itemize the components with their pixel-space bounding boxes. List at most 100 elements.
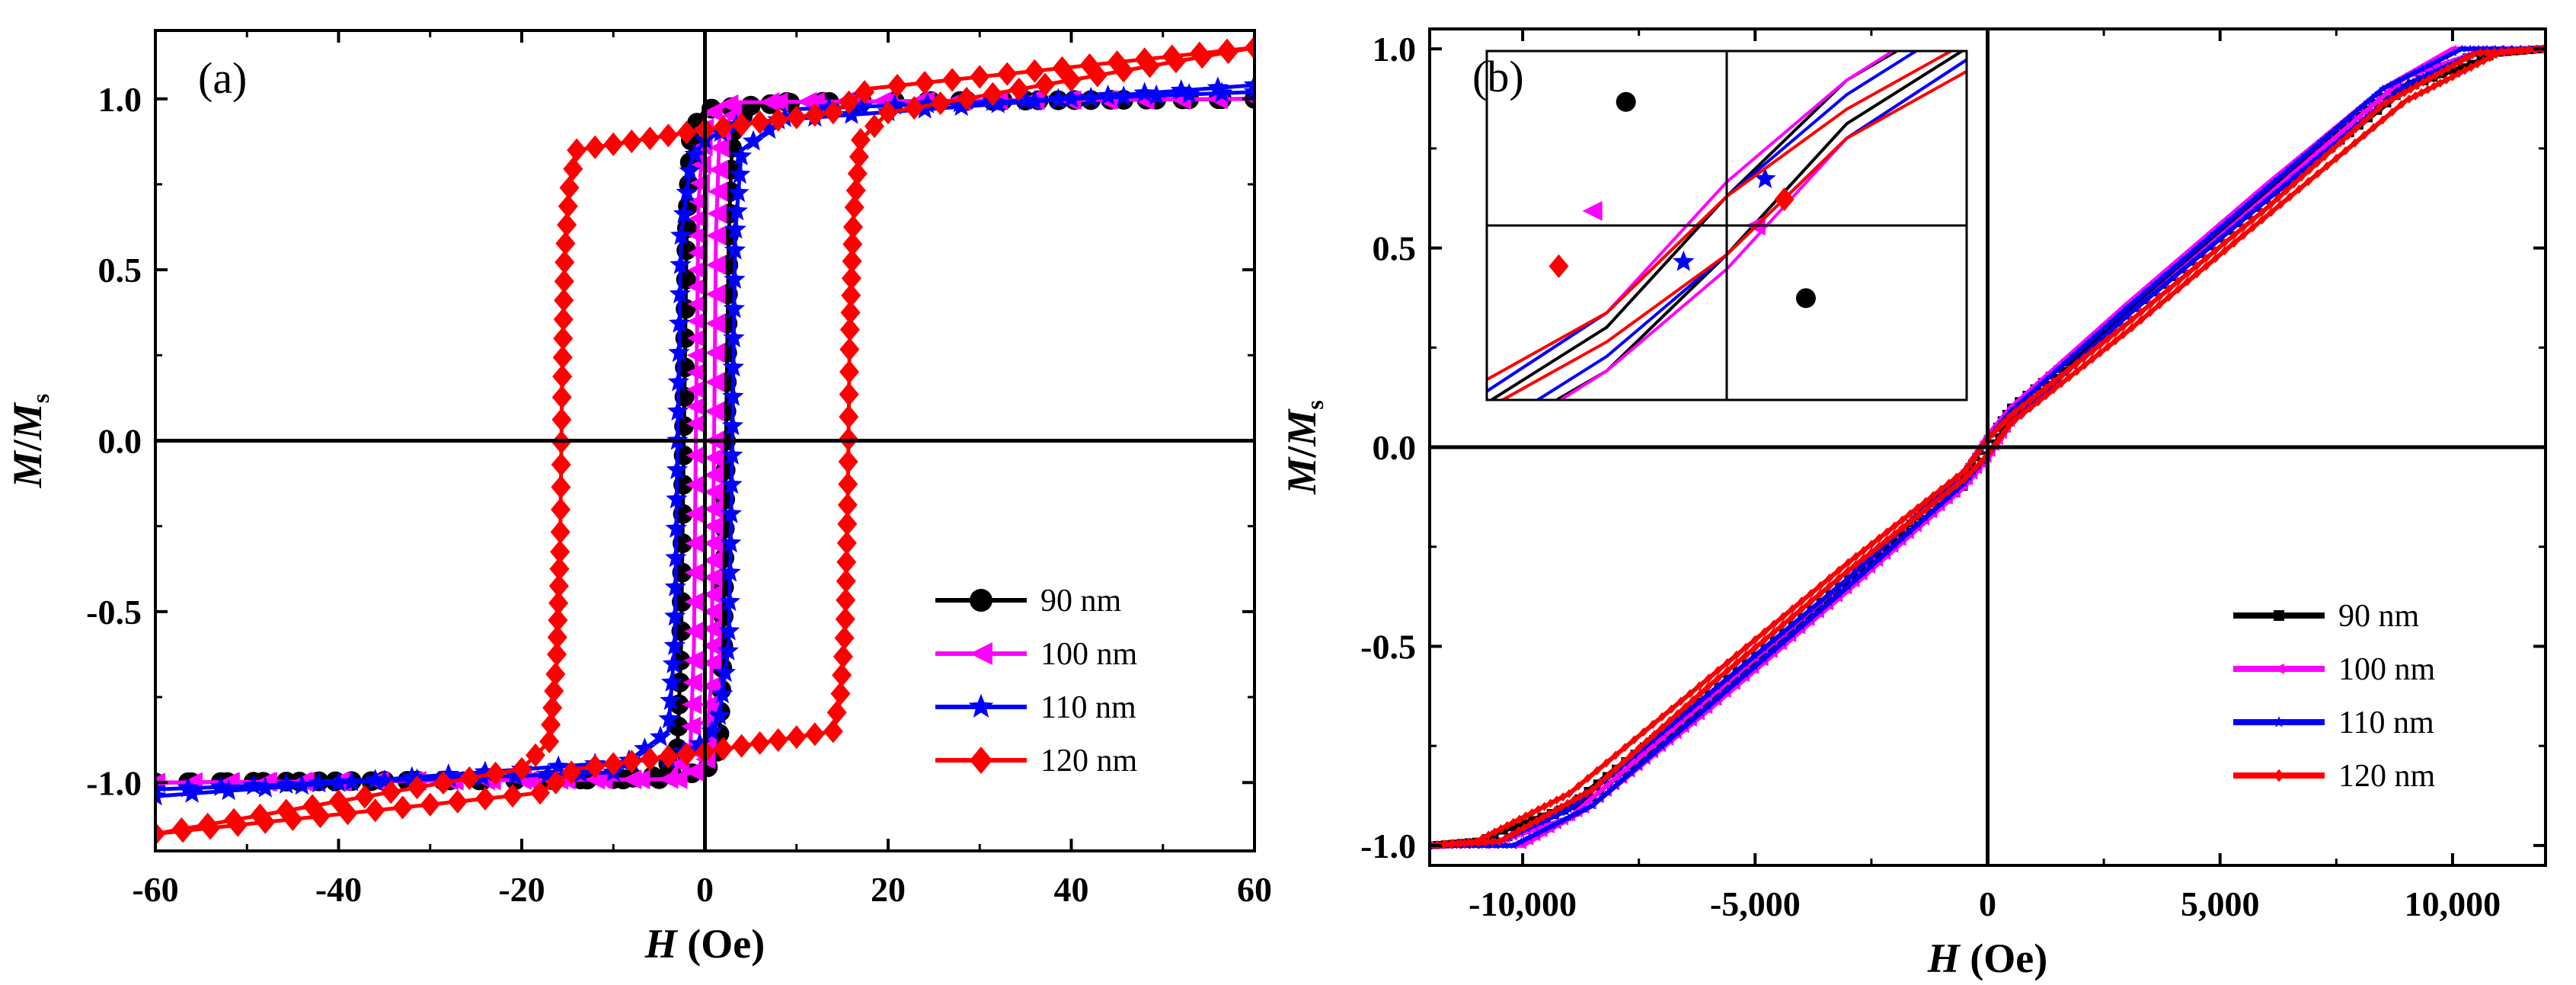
data-point: [548, 591, 569, 616]
data-point: [2355, 113, 2363, 121]
data-point: [1513, 827, 1522, 836]
data-point: [551, 497, 571, 522]
data-point: [1665, 734, 1674, 744]
data-point: [2169, 273, 2178, 281]
data-point: [2370, 91, 2379, 99]
data-point: [2379, 115, 2387, 125]
legend-item: 110 nm: [2233, 705, 2434, 740]
data-point: [2479, 56, 2488, 66]
data-point: [689, 732, 711, 753]
data-point: [1723, 658, 1731, 668]
data-point: [1539, 812, 1547, 822]
data-point: [1996, 433, 2004, 443]
data-point: [2137, 315, 2145, 325]
data-point: [1852, 575, 1861, 584]
data-point: [842, 232, 863, 257]
data-point: [2156, 292, 2164, 302]
data-point: [2193, 269, 2201, 279]
data-point: [2347, 110, 2357, 119]
data-point: [1882, 547, 1891, 556]
data-point: [512, 756, 532, 781]
panel-b-legend: 90 nm 100 nm 110 nm 120 nm: [2233, 599, 2436, 794]
data-point: [2323, 162, 2332, 171]
x-tick-label: 0: [696, 870, 714, 909]
legend-item: 110 nm: [935, 690, 1136, 725]
inset-data-point: [1754, 167, 1776, 189]
y-tick-label: 0.0: [98, 422, 142, 461]
data-point: [683, 761, 704, 782]
data-point: [864, 114, 884, 139]
data-point: [459, 766, 480, 791]
data-point: [2123, 303, 2132, 312]
data-point: [839, 337, 860, 362]
data-point: [1913, 503, 1922, 513]
data-point: [1507, 830, 1516, 839]
data-point: [731, 113, 752, 137]
data-point: [2119, 321, 2127, 331]
data-point: [682, 694, 702, 715]
y-tick-label: -0.5: [86, 593, 142, 632]
data-point: [433, 770, 453, 795]
data-point: [2455, 69, 2463, 78]
data-point: [1994, 423, 2002, 433]
data-point: [2073, 366, 2081, 376]
data-point: [1133, 82, 1155, 103]
data-point: [705, 313, 725, 334]
data-point: [1035, 72, 1056, 97]
data-point: [228, 813, 248, 837]
data-point: [855, 80, 875, 104]
data-point: [2211, 254, 2220, 264]
data-point: [1491, 827, 1499, 837]
data-point: [1630, 735, 1638, 745]
data-point: [2388, 88, 2396, 97]
data-point: [2141, 296, 2150, 304]
y-tick-label: -1.0: [1360, 827, 1416, 865]
data-point: [1921, 513, 1930, 522]
data-point: [749, 110, 770, 135]
data-point: [2107, 325, 2116, 334]
data-point: [1825, 581, 1833, 591]
data-point: [670, 224, 692, 245]
data-point: [2041, 391, 2050, 401]
data-point: [2099, 332, 2108, 341]
data-point: [836, 588, 856, 612]
data-point: [660, 689, 682, 710]
data-point: [1913, 520, 1922, 529]
data-point: [291, 774, 313, 795]
data-point: [2344, 131, 2352, 141]
data-point: [670, 253, 692, 274]
data-point: [549, 557, 570, 581]
data-point: [1484, 841, 1493, 849]
data-point: [664, 575, 687, 596]
data-point: [551, 385, 572, 410]
data-point: [1649, 742, 1657, 750]
data-point: [551, 475, 571, 500]
data-point: [552, 364, 573, 389]
data-point: [2174, 277, 2182, 286]
y-tick-label: 0.5: [98, 251, 142, 289]
data-point: [1520, 823, 1529, 833]
data-point: [1564, 798, 1572, 808]
data-point: [665, 516, 688, 538]
data-point: [1551, 805, 1559, 815]
data-point: [1243, 80, 1254, 101]
data-point: [2188, 257, 2197, 266]
data-point: [836, 531, 857, 555]
data-point: [1686, 705, 1695, 714]
data-point: [1532, 816, 1541, 826]
data-point: [768, 728, 788, 753]
data-point: [254, 776, 276, 798]
data-point: [851, 95, 873, 117]
data-point: [676, 120, 697, 145]
data-point: [702, 635, 722, 656]
x-tick-label: -5,000: [1710, 884, 1801, 923]
data-point: [2355, 104, 2364, 113]
data-point: [2458, 63, 2466, 72]
data-point: [200, 816, 221, 840]
x-tick-label: 0: [1979, 884, 1996, 923]
data-point: [2340, 117, 2348, 126]
data-point: [2159, 271, 2169, 280]
data-point: [2239, 231, 2248, 241]
data-point: [709, 137, 730, 158]
